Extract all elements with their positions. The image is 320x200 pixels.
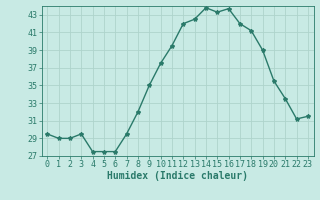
X-axis label: Humidex (Indice chaleur): Humidex (Indice chaleur)	[107, 171, 248, 181]
